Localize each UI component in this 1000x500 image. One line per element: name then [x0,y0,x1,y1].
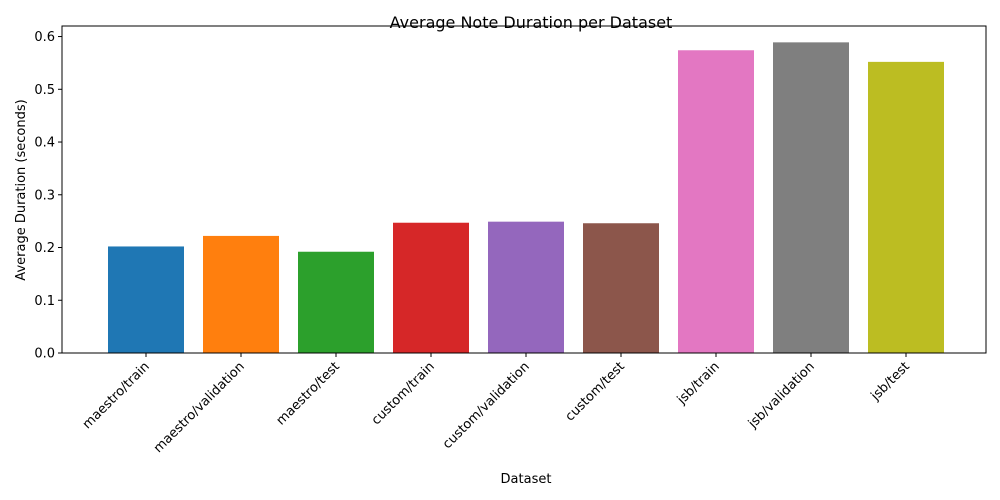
y-tick-label: 0.5 [34,83,55,98]
bar-custom-test [583,223,659,353]
x-tick-label: maestro/test [274,359,343,428]
x-tick-label: maestro/train [80,359,153,432]
x-tick-label: custom/train [369,359,438,428]
x-axis-label: Dataset [501,472,552,487]
y-axis-ticks: 0.0 0.1 0.2 0.3 0.4 0.5 0.6 [34,30,62,362]
bar-jsb-train [678,50,754,353]
y-tick-label: 0.1 [34,294,55,309]
y-axis-label: Average Duration (seconds) [14,99,29,280]
x-tick-label: jsb/test [868,359,913,404]
x-tick-label: jsb/train [674,359,723,408]
plot-frame [61,25,987,354]
bar-maestro-train [108,246,184,353]
y-tick-label: 0.2 [34,241,55,256]
x-tick-label: maestro/validation [151,359,248,456]
x-tick-label: custom/test [563,359,628,424]
y-tick-label: 0.3 [34,188,55,203]
y-tick-label: 0.4 [34,136,55,151]
bar-custom-train [393,222,469,353]
bar-jsb-validation [773,42,849,353]
y-tick-label: 0.6 [34,30,55,45]
bar-custom-validation [488,221,564,353]
y-tick-label: 0.0 [34,347,55,362]
bars-group [108,42,944,354]
x-tick-label: custom/validation [440,359,533,452]
chart-title: Average Note Duration per Dataset [390,13,673,32]
x-tick-label: jsb/validation [745,359,818,432]
bar-jsb-test [868,61,944,354]
bar-maestro-test [298,251,374,353]
bar-maestro-validation [203,235,279,353]
